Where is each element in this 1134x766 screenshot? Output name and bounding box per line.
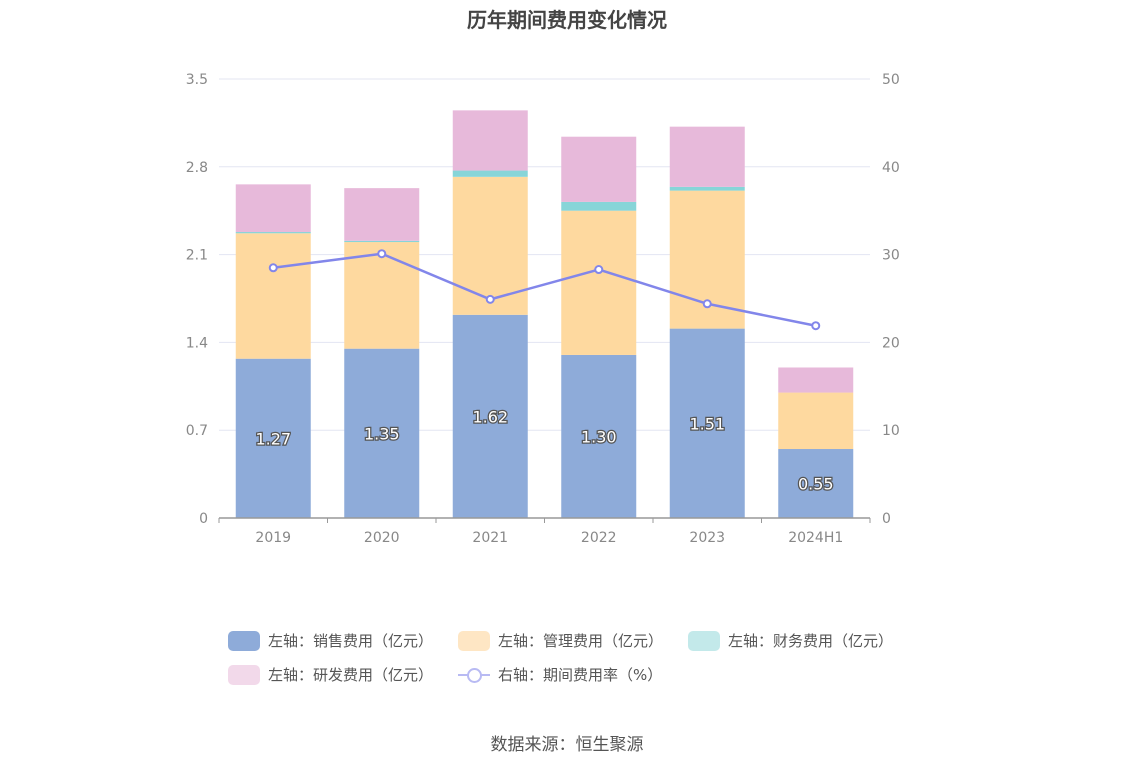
x-tick-label: 2024H1 — [788, 530, 843, 546]
right-tick-label: 10 — [882, 423, 900, 439]
bar-value-label: 0.55 — [798, 475, 834, 494]
chart: 0 0.7 1.4 2.1 2.8 3.5 0 10 20 30 40 50 1.27 1.35 1.6… — [186, 72, 900, 546]
bar-sales — [778, 449, 854, 518]
rate-point — [811, 321, 821, 331]
left-tick-label: 0.7 — [186, 423, 208, 439]
bar-rd — [235, 184, 311, 233]
x-tick-label: 2019 — [255, 530, 291, 546]
left-tick-label: 2.8 — [186, 160, 208, 176]
bar-sales — [344, 348, 420, 518]
x-tick-label: 2020 — [364, 530, 400, 546]
legend-swatch-rd — [228, 664, 260, 685]
right-axis-ticks: 0 10 20 30 40 50 — [882, 72, 900, 527]
rate-point — [377, 249, 387, 259]
bar-finance — [452, 170, 528, 177]
bar-sales — [669, 328, 745, 518]
legend-swatch-admin — [458, 630, 490, 651]
bar-rd — [778, 367, 854, 393]
x-tick-label: 2022 — [581, 530, 617, 546]
legend-item-finance[interactable]: 左轴：财务费用（亿元） — [688, 630, 893, 651]
rate-point — [594, 265, 604, 275]
chart-title: 历年期间费用变化情况 — [467, 8, 667, 32]
bar-admin — [344, 242, 420, 349]
legend-swatch-rate — [458, 665, 490, 685]
right-tick-label: 20 — [882, 335, 900, 351]
left-tick-label: 0 — [199, 511, 208, 527]
data-source: 数据来源：恒生聚源 — [490, 735, 644, 755]
bar-value-label: 1.30 — [581, 427, 617, 446]
rate-point — [702, 299, 712, 309]
bar-admin — [561, 210, 637, 355]
bar-admin — [452, 176, 528, 315]
legend-swatch-sales — [228, 630, 260, 651]
bar-admin — [778, 392, 854, 450]
bar-value-label: 1.27 — [255, 429, 291, 448]
legend-label-finance: 左轴：财务费用（亿元） — [728, 632, 894, 650]
bar-value-label: 1.62 — [472, 407, 508, 426]
x-tick-label: 2023 — [689, 530, 725, 546]
legend-item-sales[interactable]: 左轴：销售费用（亿元） — [228, 630, 433, 651]
bar-admin — [235, 233, 311, 359]
bar-rd — [344, 188, 420, 241]
bar-value-label: 1.51 — [689, 414, 725, 433]
bars — [235, 110, 854, 518]
right-tick-label: 50 — [882, 72, 900, 88]
bar-finance — [235, 232, 311, 234]
bar-finance — [669, 186, 745, 191]
legend-label-rate: 右轴：期间费用率（%） — [498, 666, 663, 684]
bar-rd — [452, 110, 528, 171]
right-tick-label: 0 — [882, 511, 891, 527]
rate-line — [268, 249, 821, 331]
bar-sales — [561, 354, 637, 518]
rate-point — [485, 294, 495, 304]
bar-sales — [452, 314, 528, 518]
legend-item-admin[interactable]: 左轴：管理费用（亿元） — [458, 630, 663, 651]
right-tick-label: 40 — [882, 160, 900, 176]
rate-point — [268, 263, 278, 273]
legend-label-sales: 左轴：销售费用（亿元） — [268, 632, 434, 650]
x-tick-label: 2021 — [472, 530, 508, 546]
right-tick-label: 30 — [882, 248, 900, 264]
bar-finance — [344, 240, 420, 243]
bar-value-label: 1.35 — [364, 424, 400, 443]
bar-labels: 1.27 1.35 1.62 1.30 1.51 0.55 — [254, 406, 835, 495]
legend-item-rate[interactable]: 右轴：期间费用率（%） — [458, 664, 662, 685]
bar-finance — [561, 201, 637, 211]
left-axis-ticks: 0 0.7 1.4 2.1 2.8 3.5 — [186, 72, 208, 527]
bar-rd — [669, 126, 745, 187]
grid-lines — [219, 78, 870, 431]
left-tick-label: 2.1 — [186, 248, 208, 264]
x-axis: 2019 2020 2021 2022 2023 2024H1 — [218, 517, 871, 546]
rate-line-path — [273, 252, 816, 327]
legend-label-rd: 左轴：研发费用（亿元） — [268, 666, 434, 684]
legend-label-admin: 左轴：管理费用（亿元） — [498, 632, 664, 650]
legend-item-rd[interactable]: 左轴：研发费用（亿元） — [228, 664, 433, 685]
left-tick-label: 3.5 — [186, 72, 208, 88]
legend-swatch-finance — [688, 630, 720, 651]
left-tick-label: 1.4 — [186, 335, 208, 351]
bar-rd — [561, 136, 637, 202]
bar-sales — [235, 358, 311, 518]
